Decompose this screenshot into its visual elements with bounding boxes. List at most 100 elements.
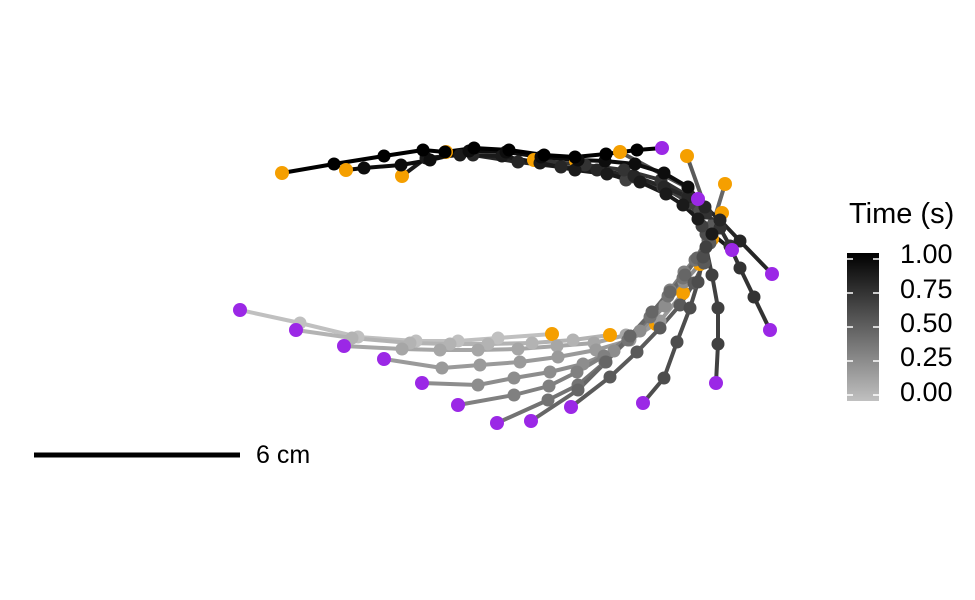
frame-13-point-2 xyxy=(691,212,705,226)
frame-8-point-3 xyxy=(653,321,667,335)
frame-7-point-2 xyxy=(599,355,613,369)
frame-13-base-point xyxy=(725,243,739,257)
frame-2-point-1 xyxy=(395,342,409,356)
frame-9-tip-point xyxy=(613,145,627,159)
frame-15-base-point xyxy=(655,141,669,155)
frame-13-point-4 xyxy=(659,187,673,201)
frame-0-base-point xyxy=(233,303,247,317)
frame-4-point-3 xyxy=(543,365,557,379)
frame-7-tip-point xyxy=(718,177,732,191)
frame-7-base-point xyxy=(524,414,538,428)
frame-1-point-3 xyxy=(443,337,457,351)
frame-2-point-5 xyxy=(550,339,564,353)
frame-4-point-6 xyxy=(633,324,647,338)
frame-3-point-2 xyxy=(473,358,487,372)
frame-1-base-point xyxy=(289,323,303,337)
colorbar-label-0.00: 0.00 xyxy=(900,377,953,407)
frame-5-point-3 xyxy=(570,365,584,379)
frame-4-base-point xyxy=(415,376,429,390)
frame-line-0 xyxy=(239,308,553,343)
frame-9-point-3 xyxy=(683,301,697,315)
frame-6-point-1 xyxy=(541,393,555,407)
frame-7-point-4 xyxy=(645,305,659,319)
frame-15-point-8 xyxy=(416,143,430,157)
frame-10-point-2 xyxy=(711,301,725,315)
frame-14-point-10 xyxy=(394,158,408,172)
frame-15-point-2 xyxy=(599,147,613,161)
frame-15-point-5 xyxy=(502,143,516,157)
frame-14-point-11 xyxy=(357,161,371,175)
frame-0-point-5 xyxy=(491,331,505,345)
frame-12-point-9 xyxy=(511,155,525,169)
frame-15-point-3 xyxy=(568,150,582,164)
frame-11-point-2 xyxy=(733,261,747,275)
frame-15-point-10 xyxy=(327,157,341,171)
frame-14-point-2 xyxy=(657,166,671,180)
frame-1-point-6 xyxy=(566,333,580,347)
frame-7-point-5 xyxy=(663,285,677,299)
frame-2-point-2 xyxy=(433,343,447,357)
frame-1-tip-point xyxy=(603,328,617,342)
frame-15-tip-point xyxy=(275,166,289,180)
frame-1-point-4 xyxy=(481,337,495,351)
frame-14-point-9 xyxy=(423,153,437,167)
frame-9-point-1 xyxy=(657,371,671,385)
frame-3-point-3 xyxy=(513,355,527,369)
legend-title: Time (s) xyxy=(849,198,955,230)
frame-14-point-1 xyxy=(681,180,695,194)
frame-4-point-1 xyxy=(471,378,485,392)
colorbar-label-0.25: 0.25 xyxy=(900,342,953,372)
frame-6-base-point xyxy=(490,416,504,430)
frame-13-point-3 xyxy=(676,198,690,212)
colorbar-label-1.00: 1.00 xyxy=(900,239,953,269)
frame-12-point-2 xyxy=(713,213,727,227)
frame-11-point-8 xyxy=(617,163,631,177)
frame-12-point-7 xyxy=(590,163,604,177)
frame-3-point-4 xyxy=(551,350,565,364)
frame-11-base-point xyxy=(763,323,777,337)
frame-3-point-1 xyxy=(435,361,449,375)
frame-8-base-point xyxy=(564,400,578,414)
frame-12-point-8 xyxy=(554,160,568,174)
frame-15-point-9 xyxy=(377,149,391,163)
colorbar-label-0.50: 0.50 xyxy=(900,308,953,338)
frame-14-tip-point xyxy=(339,163,353,177)
frame-1-point-5 xyxy=(525,336,539,350)
points-layer xyxy=(233,141,779,430)
frame-14-point-3 xyxy=(628,157,642,171)
frame-14-base-point xyxy=(691,192,705,206)
frame-7-point-6 xyxy=(678,268,692,282)
frame-8-point-1 xyxy=(603,370,617,384)
frame-11-point-1 xyxy=(747,290,761,304)
frame-9-point-4 xyxy=(691,275,705,289)
frame-12-point-1 xyxy=(733,234,747,248)
frame-3-tip-point xyxy=(676,286,690,300)
frame-15-point-6 xyxy=(467,141,481,155)
frame-2-base-point xyxy=(337,339,351,353)
frame-9-point-2 xyxy=(670,335,684,349)
frame-5-base-point xyxy=(451,398,465,412)
frame-4-point-5 xyxy=(607,344,621,358)
frame-13-point-1 xyxy=(705,227,719,241)
frame-4-point-2 xyxy=(507,371,521,385)
frame-10-point-1 xyxy=(711,337,725,351)
colorbar xyxy=(847,253,879,401)
scale-bar-label: 6 cm xyxy=(256,441,311,469)
frame-13-point-6 xyxy=(600,167,614,181)
frame-15-point-1 xyxy=(630,143,644,157)
frame-4-point-7 xyxy=(658,299,672,313)
frame-2-point-4 xyxy=(511,342,525,356)
frame-15-point-7 xyxy=(438,145,452,159)
frame-10-point-3 xyxy=(705,268,719,282)
frame-12-base-point xyxy=(765,267,779,281)
frame-9-point-5 xyxy=(696,250,710,264)
frame-10-base-point xyxy=(709,376,723,390)
frame-10-point-4 xyxy=(699,240,713,254)
frame-2-point-3 xyxy=(471,343,485,357)
frame-5-point-2 xyxy=(542,379,556,393)
frame-5-point-1 xyxy=(507,388,521,402)
frame-9-base-point xyxy=(636,396,650,410)
frame-7-point-1 xyxy=(571,383,585,397)
frame-13-point-7 xyxy=(568,163,582,177)
